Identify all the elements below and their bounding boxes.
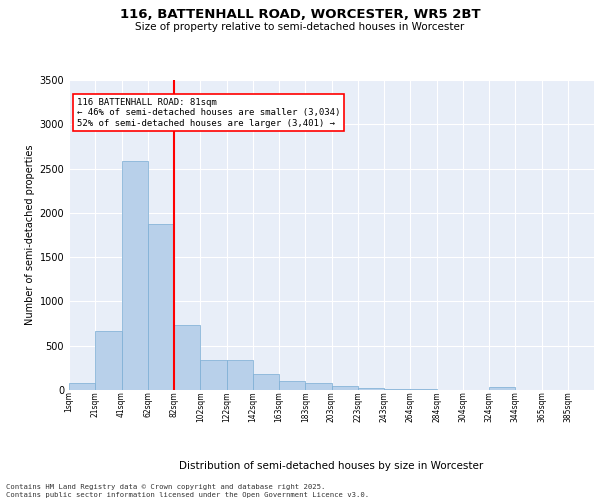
Bar (148, 224, 174, 390)
Bar (200, 360, 227, 390)
Bar (358, 388, 384, 390)
Bar (174, 326, 200, 390)
Bar (384, 389, 410, 390)
Text: Size of property relative to semi-detached houses in Worcester: Size of property relative to semi-detach… (136, 22, 464, 32)
Bar (69, 383, 95, 390)
Bar (253, 374, 279, 390)
Bar (279, 380, 305, 390)
X-axis label: Distribution of semi-detached houses by size in Worcester: Distribution of semi-detached houses by … (179, 461, 484, 471)
Bar (489, 388, 515, 390)
Bar (121, 162, 148, 390)
Text: 116, BATTENHALL ROAD, WORCESTER, WR5 2BT: 116, BATTENHALL ROAD, WORCESTER, WR5 2BT (119, 8, 481, 20)
Y-axis label: Number of semi-detached properties: Number of semi-detached properties (25, 145, 35, 325)
Bar (305, 384, 331, 390)
Bar (331, 386, 358, 390)
Text: 116 BATTENHALL ROAD: 81sqm
← 46% of semi-detached houses are smaller (3,034)
52%: 116 BATTENHALL ROAD: 81sqm ← 46% of semi… (77, 98, 340, 128)
Bar (410, 389, 437, 390)
Text: Contains HM Land Registry data © Crown copyright and database right 2025.
Contai: Contains HM Land Registry data © Crown c… (6, 484, 369, 498)
Bar (227, 360, 253, 390)
Bar (95, 330, 121, 390)
